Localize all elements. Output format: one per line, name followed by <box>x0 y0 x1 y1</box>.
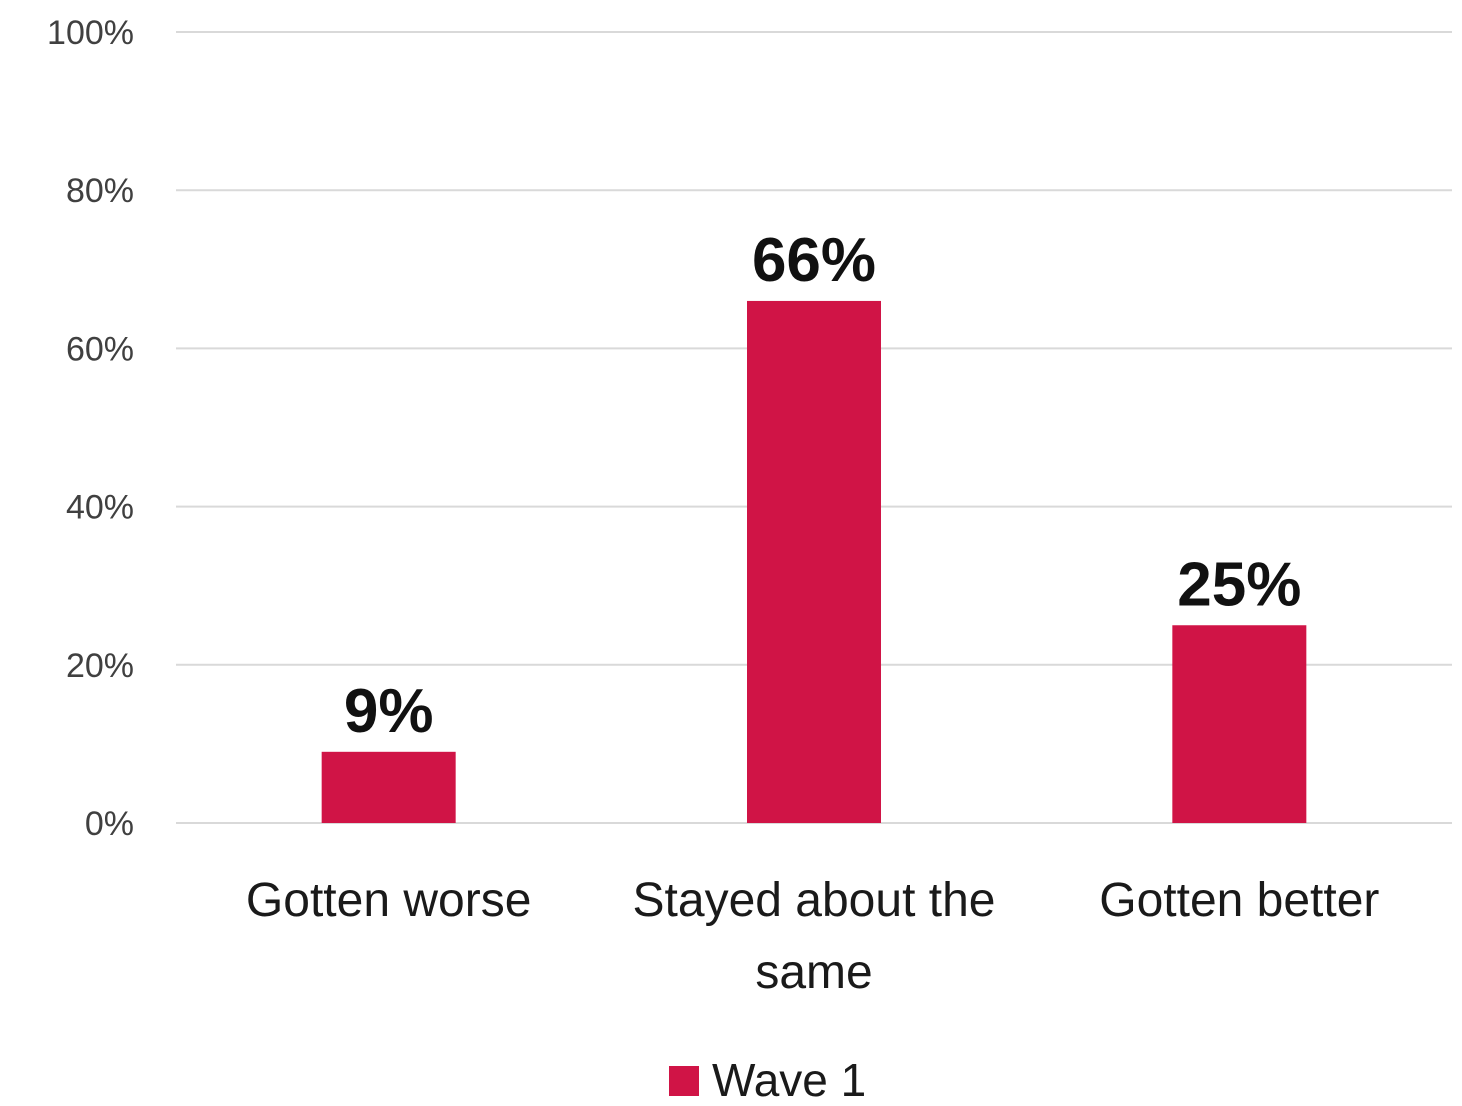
y-tick-label: 0% <box>85 805 134 843</box>
bar <box>1172 625 1307 823</box>
legend-label: Wave 1 <box>712 1054 866 1101</box>
x-axis-labels: Gotten worse Stayed about the same Gotten b… <box>246 874 1380 999</box>
y-tick-label: 60% <box>66 330 134 368</box>
data-label: 25% <box>1177 550 1301 619</box>
bar <box>321 751 456 823</box>
data-label: 66% <box>752 226 876 295</box>
y-tick-label: 40% <box>66 489 134 527</box>
bar <box>747 300 881 823</box>
legend: Wave 1 <box>669 1054 866 1106</box>
y-tick-label: 80% <box>66 172 134 210</box>
y-axis-ticks: 0% 20% 40% 60% 80% 100% <box>47 14 134 843</box>
data-labels: 9% 66% 25% <box>344 226 1302 746</box>
legend-swatch <box>669 1066 699 1096</box>
y-tick-label: 100% <box>47 14 134 52</box>
x-tick-label: Gotten better <box>1099 874 1379 927</box>
x-tick-label: same <box>755 946 872 999</box>
data-label: 9% <box>344 677 434 746</box>
x-tick-label: Gotten worse <box>246 874 531 927</box>
y-tick-label: 20% <box>66 647 134 685</box>
x-tick-label: Stayed about the <box>633 874 996 927</box>
bars <box>321 300 1307 823</box>
